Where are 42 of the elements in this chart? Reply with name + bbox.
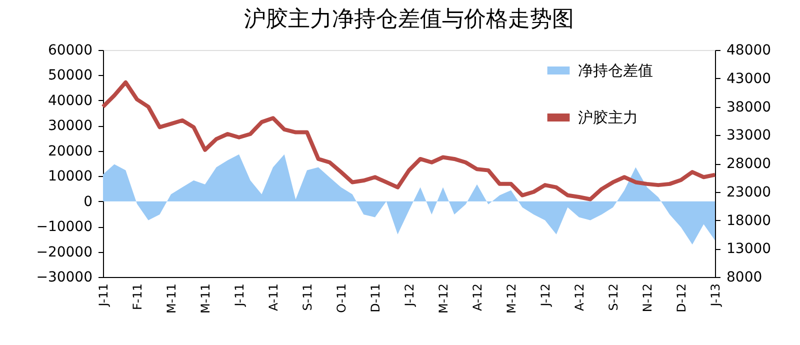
y2-tick-label: 13000: [726, 241, 772, 258]
x-tick-label: M-12: [436, 284, 450, 314]
y-tick-label: 10000: [48, 168, 92, 185]
x-tick-label: M-11: [164, 284, 178, 314]
x-tick-label: A-12: [572, 284, 586, 312]
x-tick-label: J-12: [538, 284, 552, 308]
x-tick-label: J-11: [96, 284, 110, 308]
x-tick-label: J-11: [232, 284, 246, 308]
legend-label: 净持仓差值: [578, 62, 653, 80]
y2-tick-label: 48000: [726, 42, 772, 58]
y-tick-label: 40000: [48, 92, 92, 109]
line-series: [101, 80, 717, 202]
x-tick-label: A-12: [470, 284, 484, 312]
x-tick-label: D-12: [674, 284, 688, 312]
x-tick-label: O-11: [334, 284, 348, 313]
x-tick-label: J-13: [708, 284, 722, 308]
y-tick-label: −10000: [36, 219, 92, 236]
y-tick-label: 50000: [48, 68, 92, 84]
y-tick-label: 0: [84, 194, 92, 210]
x-tick-label: N-12: [640, 284, 654, 312]
y2-tick-label: 8000: [726, 270, 762, 286]
y2-tick-label: 38000: [726, 99, 772, 116]
x-tick-label: S-11: [300, 284, 314, 311]
x-tick-label: M-11: [198, 284, 212, 314]
y2-tick-label: 28000: [726, 156, 772, 172]
x-tick-label: A-11: [266, 284, 280, 312]
y2-tick-label: 23000: [726, 184, 772, 200]
x-tick-label: D-11: [368, 284, 382, 312]
chart-title: 沪胶主力净持仓差值与价格走势图: [244, 7, 574, 32]
x-tick-label: F-11: [130, 284, 144, 310]
x-tick-label: M-12: [504, 284, 518, 314]
x-tick-label: S-12: [606, 284, 620, 311]
y2-tick-label: 43000: [726, 70, 772, 87]
y-tick-label: 60000: [48, 42, 92, 58]
y2-tick-label: 33000: [726, 128, 772, 144]
y-tick-label: −20000: [36, 244, 92, 260]
y-tick-label: 20000: [48, 143, 92, 160]
legend-label: 沪胶主力: [578, 108, 638, 126]
y2-tick-label: 18000: [726, 212, 772, 229]
x-tick-label: J-12: [402, 284, 416, 308]
y-tick-label: −30000: [36, 270, 92, 286]
y-tick-label: 30000: [48, 118, 92, 134]
